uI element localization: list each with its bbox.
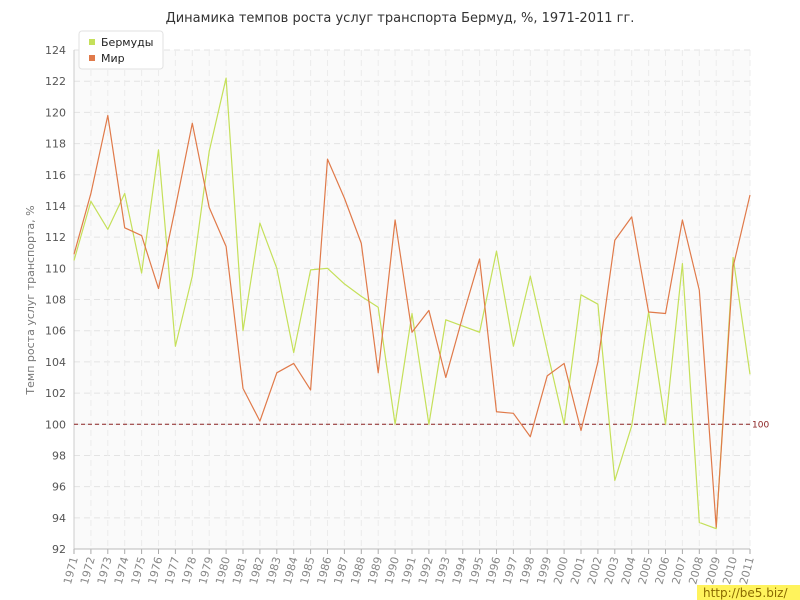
y-tick-label: 122 bbox=[45, 75, 66, 88]
reference-line-group: 100 bbox=[74, 420, 769, 430]
reference-line-label: 100 bbox=[752, 420, 769, 430]
y-tick-label: 108 bbox=[45, 294, 66, 307]
legend-marker-1 bbox=[89, 55, 95, 61]
y-tick-label: 94 bbox=[52, 512, 66, 525]
y-tick-label: 106 bbox=[45, 325, 66, 338]
legend-label-0: Бермуды bbox=[101, 36, 153, 49]
series-line-1 bbox=[73, 114, 751, 528]
watermark-text[interactable]: http://be5.biz/ bbox=[703, 586, 788, 600]
y-tick-label: 112 bbox=[45, 231, 66, 244]
y-tick-label: 124 bbox=[45, 44, 66, 57]
y-axis-label: Темп роста услуг транспорта, % bbox=[24, 205, 37, 395]
y-tick-label: 104 bbox=[45, 356, 66, 369]
y-tick-label: 118 bbox=[45, 138, 66, 151]
legend-box bbox=[78, 30, 164, 70]
y-axis: 92 94 96 98 100 102 104 106 108 110 112 114 116 118 12… bbox=[45, 44, 75, 556]
y-tick-label: 120 bbox=[45, 106, 66, 119]
legend-label-1: Мир bbox=[101, 52, 125, 65]
watermark[interactable]: http://be5.biz/ bbox=[697, 585, 800, 600]
y-tick-label: 100 bbox=[45, 418, 66, 431]
y-tick-label: 102 bbox=[45, 387, 66, 400]
y-tick-label: 114 bbox=[45, 200, 66, 213]
series-group bbox=[73, 77, 751, 530]
y-tick-label: 110 bbox=[45, 262, 66, 275]
series-line-0 bbox=[73, 77, 751, 530]
chart-title: Динамика темпов роста услуг транспорта Б… bbox=[166, 11, 635, 26]
y-tick-label: 116 bbox=[45, 169, 66, 182]
legend-marker-0 bbox=[89, 39, 95, 45]
y-tick-label: 96 bbox=[52, 481, 66, 494]
y-tick-label: 98 bbox=[52, 449, 66, 462]
y-tick-label: 92 bbox=[52, 543, 66, 556]
legend[interactable]: Бермуды Мир bbox=[78, 30, 164, 70]
